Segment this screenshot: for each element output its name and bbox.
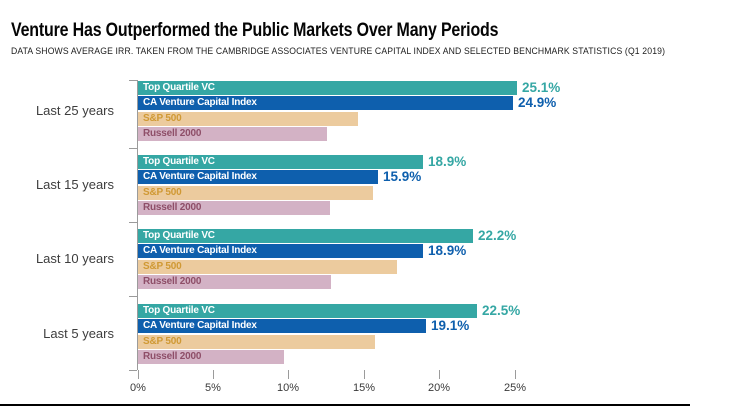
value-label: 22.2% bbox=[478, 228, 517, 243]
y-axis-group-tick bbox=[129, 80, 137, 81]
bar-series-label: Russell 2000 bbox=[143, 275, 202, 287]
bar-series-label: S&P 500 bbox=[143, 186, 182, 198]
bar-top-quartile-vc: Top Quartile VC bbox=[138, 229, 473, 243]
value-label: 22.5% bbox=[482, 303, 521, 318]
x-axis-tick-label: 0% bbox=[130, 382, 146, 394]
bar-series-label: CA Venture Capital Index bbox=[143, 245, 257, 257]
x-axis-tick-label: 5% bbox=[205, 382, 221, 394]
bar-ca-venture-capital-index: CA Venture Capital Index bbox=[138, 170, 378, 185]
bar-s-p-500: S&P 500 bbox=[138, 185, 373, 200]
bar-top-quartile-vc: Top Quartile VC bbox=[138, 304, 477, 318]
value-label: 18.9% bbox=[428, 154, 467, 169]
bar-ca-venture-capital-index: CA Venture Capital Index bbox=[138, 319, 426, 334]
y-axis-group-tick bbox=[129, 370, 137, 371]
x-axis-tick-label: 25% bbox=[503, 382, 527, 394]
bar-s-p-500: S&P 500 bbox=[138, 259, 397, 274]
x-axis-tick-label: 20% bbox=[427, 382, 451, 394]
x-axis-tick bbox=[439, 370, 440, 379]
value-label: 19.1% bbox=[431, 318, 470, 334]
bar-series-label: Russell 2000 bbox=[143, 127, 202, 139]
bar-russell-2000: Russell 2000 bbox=[138, 126, 327, 141]
category-label-last-15-years: Last 15 years bbox=[35, 177, 114, 192]
category-label-last-10-years: Last 10 years bbox=[35, 251, 114, 266]
page-title: Venture Has Outperformed the Public Mark… bbox=[11, 20, 499, 41]
bar-series-label: Top Quartile VC bbox=[143, 82, 215, 93]
x-axis-tick bbox=[288, 370, 289, 379]
bar-series-label: Russell 2000 bbox=[143, 350, 202, 362]
x-axis-tick bbox=[138, 370, 139, 379]
bar-series-label: Top Quartile VC bbox=[143, 230, 215, 241]
page-subtitle: DATA SHOWS AVERAGE IRR. TAKEN FROM THE C… bbox=[11, 46, 666, 56]
bar-ca-venture-capital-index: CA Venture Capital Index bbox=[138, 244, 423, 259]
bar-russell-2000: Russell 2000 bbox=[138, 274, 331, 289]
bar-series-label: CA Venture Capital Index bbox=[143, 320, 257, 332]
bar-series-label: Top Quartile VC bbox=[143, 305, 215, 316]
bar-series-label: CA Venture Capital Index bbox=[143, 97, 257, 109]
bar-series-label: CA Venture Capital Index bbox=[143, 171, 257, 183]
bar-series-label: S&P 500 bbox=[143, 260, 182, 272]
y-axis-group-tick bbox=[129, 296, 137, 297]
y-axis-group-tick bbox=[129, 148, 137, 149]
y-axis-group-tick bbox=[129, 222, 137, 223]
x-axis-tick bbox=[213, 370, 214, 379]
value-label: 25.1% bbox=[522, 80, 561, 95]
bar-russell-2000: Russell 2000 bbox=[138, 200, 330, 215]
x-axis-tick bbox=[515, 370, 516, 379]
bar-series-label: Russell 2000 bbox=[143, 201, 202, 213]
bar-series-label: S&P 500 bbox=[143, 335, 182, 347]
y-axis-line bbox=[137, 80, 138, 370]
category-label-last-25-years: Last 25 years bbox=[35, 103, 114, 118]
x-axis-tick bbox=[364, 370, 365, 379]
value-label: 24.9% bbox=[518, 95, 557, 111]
bar-ca-venture-capital-index: CA Venture Capital Index bbox=[138, 96, 513, 111]
value-label: 15.9% bbox=[383, 169, 422, 185]
category-label-last-5-years: Last 5 years bbox=[43, 326, 114, 341]
bar-series-label: S&P 500 bbox=[143, 112, 182, 124]
bar-top-quartile-vc: Top Quartile VC bbox=[138, 81, 517, 95]
value-label: 18.9% bbox=[428, 243, 467, 259]
x-axis-tick-label: 15% bbox=[352, 382, 376, 394]
bottom-border-line bbox=[0, 404, 690, 406]
bar-s-p-500: S&P 500 bbox=[138, 111, 358, 126]
bar-series-label: Top Quartile VC bbox=[143, 156, 215, 167]
bar-s-p-500: S&P 500 bbox=[138, 334, 375, 349]
x-axis-tick-label: 10% bbox=[276, 382, 300, 394]
bar-top-quartile-vc: Top Quartile VC bbox=[138, 155, 423, 169]
bar-russell-2000: Russell 2000 bbox=[138, 349, 284, 364]
